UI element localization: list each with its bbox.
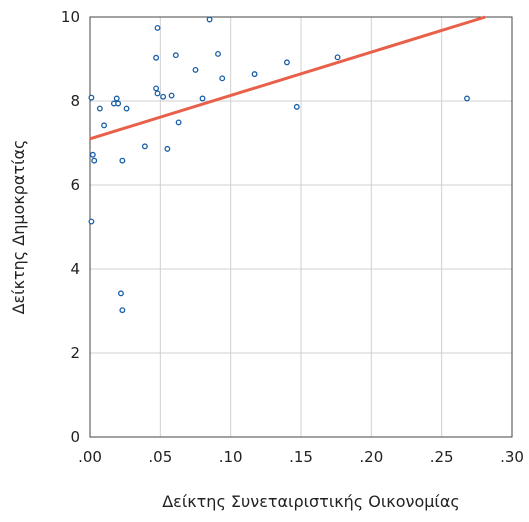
data-points [88,16,470,314]
scatter-point [119,157,126,164]
trend-line [89,15,486,141]
y-tick-label: 4 [70,260,80,278]
y-tick-label: 8 [70,92,80,110]
scatter-point [96,105,103,112]
x-tick-label: .25 [430,448,454,466]
scatter-point [251,71,258,78]
scatter-point [153,85,160,92]
scatter-point [160,93,167,100]
scatter-point [141,143,148,150]
y-tick-label: 10 [61,8,80,26]
x-tick-label: .15 [289,448,313,466]
y-tick-label: 0 [70,428,80,446]
scatter-point [168,92,175,99]
x-tick-label: .10 [219,448,243,466]
grid-lines [89,16,513,438]
x-tick-label: .00 [78,448,102,466]
scatter-point [117,290,124,297]
scatter-point [283,59,290,66]
scatter-point [175,119,182,126]
scatter-point [101,122,108,129]
plot-frame [89,16,513,438]
y-axis-title: Δείκτης Δημοκρατίας [9,140,28,315]
x-tick-labels: .00 .05 .10 .15 .20 .25 .30 [78,448,524,466]
x-tick-label: .05 [148,448,172,466]
scatter-point [199,95,206,102]
x-tick-label: .30 [500,448,524,466]
y-tick-labels: 0 2 4 6 8 10 [61,8,80,446]
x-axis-title: Δείκτης Συνεταιριστικής Οικονομίας [162,492,460,511]
scatter-point [206,16,213,23]
scatter-point [113,95,120,102]
scatter-point [119,307,126,314]
scatter-point [334,54,341,61]
scatter-point [192,66,199,73]
scatter-point [123,105,130,112]
scatter-point [115,100,122,107]
scatter-point [154,90,161,97]
scatter-point [88,94,95,101]
trendline-group [89,15,486,141]
scatter-point [219,75,226,82]
scatter-point [464,95,470,102]
scatter-point [91,157,98,164]
scatter-point [164,145,171,152]
scatter-point [172,52,179,59]
scatter-point [89,151,96,158]
scatter-point [88,218,95,225]
scatter-point [153,54,160,61]
y-tick-label: 2 [70,344,80,362]
scatter-point [215,51,221,57]
scatter-point [293,103,300,110]
y-tick-label: 6 [70,176,80,194]
x-tick-label: .20 [359,448,383,466]
scatter-point [154,24,161,31]
